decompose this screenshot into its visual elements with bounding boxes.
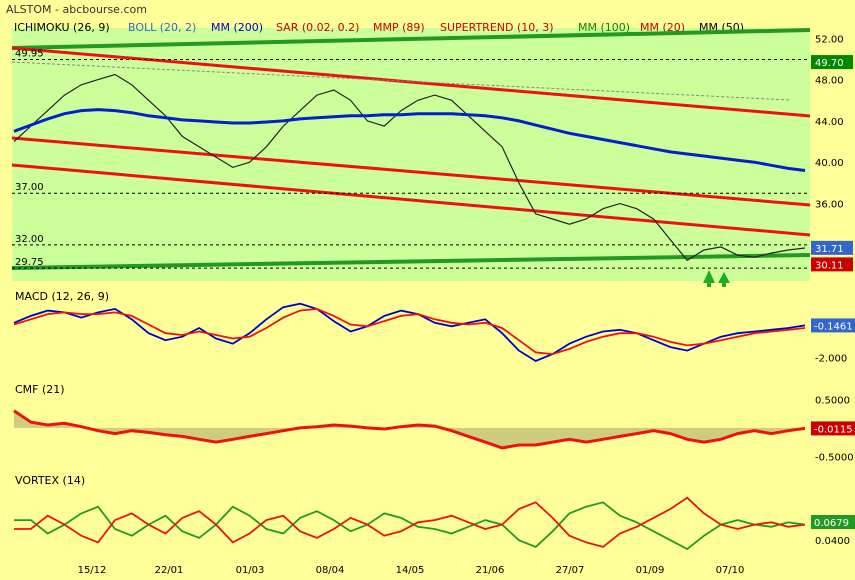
y-tick-label: 36.00 — [815, 200, 844, 211]
legend: ICHIMOKU (26, 9) BOLL (20, 2) MM (200) S… — [14, 21, 744, 34]
y-tick-label: -0.5000 — [815, 452, 854, 463]
price-levels: 49.95 37.00 32.00 29.75 — [12, 48, 810, 269]
green-channel-bottom — [11, 253, 811, 270]
indicator-line — [14, 501, 806, 551]
buy-arrows — [703, 270, 730, 287]
cmf-series: 0.5000 -0.5000 -0.0115 — [13, 395, 855, 463]
y-tick-label: 52.00 — [815, 34, 844, 45]
y-tick-label: 44.00 — [815, 117, 844, 128]
x-tick-label: 01/03 — [236, 565, 265, 576]
indicator-line — [13, 409, 806, 450]
price-badge-label: 30.11 — [815, 260, 844, 271]
area-fill — [14, 410, 805, 448]
last-value-label: -0.1461 — [814, 321, 853, 332]
legend-supertrend: SUPERTREND (10, 3) — [440, 21, 554, 34]
x-axis: 15/12 22/01 01/03 08/04 14/05 21/06 27/07 01/09… — [78, 565, 745, 576]
legend-boll: BOLL (20, 2) — [128, 21, 196, 34]
cmf-panel — [12, 378, 810, 468]
red-channel-2 — [11, 136, 811, 207]
legend-ichimoku: ICHIMOKU (26, 9) — [14, 21, 110, 34]
legend-sar: SAR (0.02, 0.2) — [276, 21, 359, 34]
level-label: 37.00 — [15, 182, 44, 193]
x-tick-label: 14/05 — [396, 565, 425, 576]
red-channel-3 — [11, 163, 811, 237]
macd-series: -2.000 -0.1461 — [13, 302, 855, 365]
indicator-line — [13, 307, 806, 356]
macd-panel — [12, 285, 810, 370]
x-tick-label: 15/12 — [78, 565, 107, 576]
up-arrow-icon — [703, 270, 715, 287]
chart-title: ALSTOM - abcbourse.com — [6, 3, 147, 16]
price-panel — [12, 28, 810, 281]
last-value-badge — [811, 515, 855, 529]
last-value-badge — [811, 318, 855, 333]
x-tick-label: 01/09 — [636, 565, 665, 576]
x-tick-label: 07/10 — [716, 565, 745, 576]
x-tick-label: 22/01 — [155, 565, 184, 576]
macd-title: MACD (12, 26, 9) — [15, 290, 109, 303]
price-series-line — [13, 73, 806, 262]
legend-mm100: MM (100) — [578, 21, 630, 34]
price-badge-label: 49.70 — [815, 58, 844, 69]
price-badge — [811, 55, 853, 70]
last-value-label: 0.0679 — [814, 518, 849, 529]
x-tick-label: 27/07 — [556, 565, 585, 576]
x-tick-label: 21/06 — [476, 565, 505, 576]
price-series — [13, 73, 806, 262]
green-channel-top — [11, 28, 811, 50]
price-badge — [811, 257, 853, 272]
last-value-badge — [811, 421, 855, 436]
y-tick-label: 40.00 — [815, 158, 844, 169]
price-axis: 40.00 44.00 48.00 52.00 36.00 — [815, 34, 844, 210]
level-label: 29.75 — [15, 257, 44, 268]
vortex-title: VORTEX (14) — [15, 474, 85, 487]
y-tick-label: -2.000 — [815, 354, 847, 365]
legend-mm20: MM (20) — [640, 21, 685, 34]
level-label: 49.95 — [15, 48, 44, 59]
legend-mmp: MMP (89) — [373, 21, 425, 34]
price-badges: 49.70 31.71 30.11 — [811, 55, 853, 272]
cmf-title: CMF (21) — [15, 383, 65, 396]
x-tick-label: 08/04 — [316, 565, 345, 576]
indicator-line — [14, 496, 806, 548]
y-tick-label: 0.5000 — [815, 395, 850, 406]
y-tick-label: 0.0400 — [815, 536, 850, 547]
up-arrow-icon — [718, 272, 730, 287]
last-value-label: -0.0115 — [814, 424, 853, 435]
price-badge — [811, 240, 853, 255]
indicator-line — [13, 302, 806, 363]
price-badge-label: 31.71 — [815, 244, 844, 255]
y-tick-label: 48.00 — [815, 76, 844, 87]
level-label: 32.00 — [15, 234, 44, 245]
vortex-panel — [12, 470, 810, 560]
price-series-line — [13, 108, 806, 172]
legend-mm200: MM (200) — [211, 21, 263, 34]
